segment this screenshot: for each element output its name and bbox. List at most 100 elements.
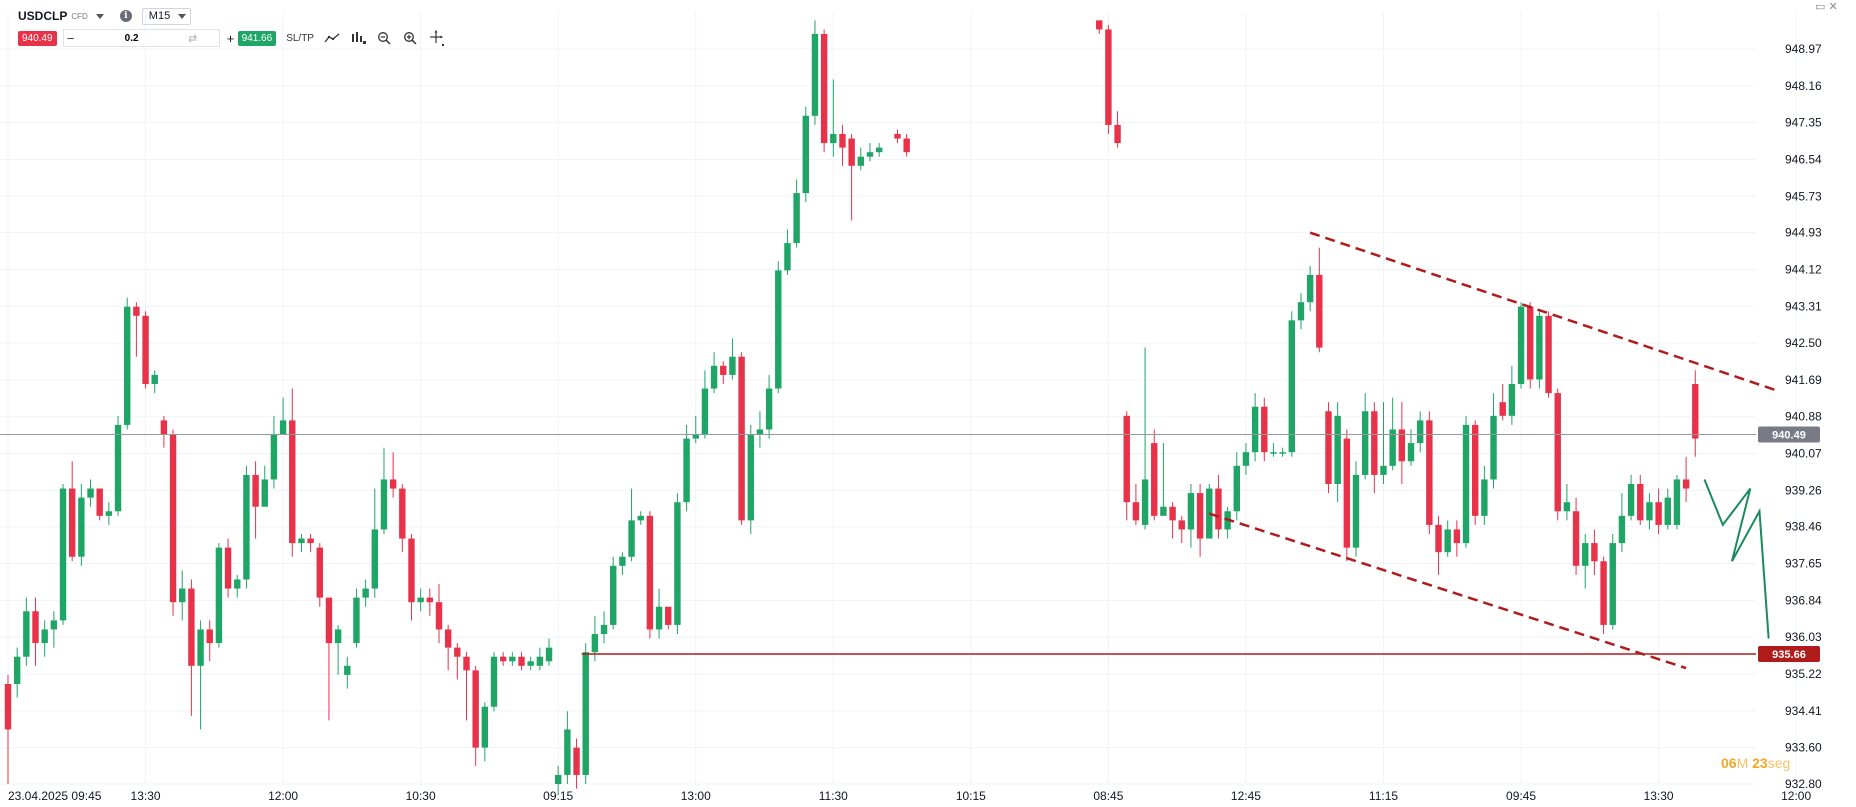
buy-price-button[interactable]: 941.66: [237, 30, 277, 46]
candle-down: [738, 356, 745, 521]
candle-up: [1508, 384, 1516, 416]
candle-down: [454, 647, 461, 657]
quantity-input[interactable]: [77, 32, 186, 44]
symbol-dropdown-icon[interactable]: [95, 13, 104, 19]
candle-up: [591, 634, 599, 653]
candle-down: [472, 670, 479, 748]
minimize-icon[interactable]: ▭: [1815, 1, 1826, 13]
close-icon[interactable]: ✕: [1828, 1, 1838, 13]
sltp-button[interactable]: SL/TP: [286, 32, 314, 44]
candle-down: [426, 597, 434, 603]
candle-down: [1692, 384, 1699, 439]
candle-up: [802, 115, 809, 194]
sell-price-button[interactable]: 940.49: [18, 30, 57, 46]
candle-up: [545, 647, 553, 662]
info-icon[interactable]: i: [119, 10, 132, 22]
candle-up: [610, 565, 617, 625]
support-price-tag-bg: [1758, 646, 1820, 662]
candle-up: [151, 374, 158, 384]
candle-up: [243, 474, 250, 580]
symbol-row: USDCLP CFD i M15: [18, 6, 192, 26]
candle-up: [234, 579, 241, 589]
candle-down: [224, 547, 232, 589]
candle-up: [1380, 465, 1387, 475]
candle-up: [1673, 479, 1681, 525]
candle-down: [133, 306, 140, 316]
zoom-out-icon[interactable]: [376, 30, 392, 46]
candle-up: [765, 388, 773, 430]
candle-up: [41, 629, 48, 644]
candle-up: [261, 479, 268, 507]
candle-down: [839, 134, 846, 148]
line-chart-icon[interactable]: [324, 30, 340, 46]
candle-up: [23, 611, 30, 657]
trend-line: [1208, 512, 1687, 670]
increase-quantity-button[interactable]: +: [226, 30, 235, 46]
y-tick-label: 936.03: [1785, 630, 1822, 644]
candle-down: [1435, 524, 1442, 553]
indicators-icon[interactable]: [350, 30, 366, 46]
candle-up: [1416, 420, 1424, 444]
candle-down: [399, 488, 406, 539]
x-tick-label: 12:00: [268, 789, 298, 803]
candle-down: [160, 420, 168, 434]
candle-down: [316, 547, 323, 598]
decrease-quantity-button[interactable]: −: [66, 30, 75, 46]
y-tick-label: 948.97: [1785, 42, 1822, 56]
candle-up: [1279, 452, 1286, 454]
candle-down: [444, 629, 452, 648]
candle-up: [1627, 484, 1635, 516]
x-tick-label: 12:00: [1781, 789, 1811, 803]
crosshair-icon[interactable]: [428, 30, 444, 46]
candle-down: [1453, 529, 1461, 544]
candle-up: [692, 434, 699, 439]
timer-seconds-unit: seg: [1767, 755, 1791, 771]
y-tick-label: 935.22: [1785, 667, 1822, 681]
candle-up: [298, 538, 305, 544]
candle-down: [1105, 29, 1112, 125]
candle-up: [13, 656, 21, 684]
swap-icon[interactable]: ⇄: [187, 32, 198, 45]
candle-down: [499, 656, 507, 662]
candle-up: [481, 706, 489, 748]
trade-row: 940.49 − ⇄ + 941.66 SL/TP: [18, 29, 444, 47]
candle-up: [344, 665, 351, 675]
candle-down: [573, 747, 580, 775]
y-tick-label: 940.88: [1785, 410, 1822, 424]
candle-down: [1426, 420, 1433, 525]
candle-up: [1618, 515, 1626, 544]
candle-down: [1637, 484, 1644, 521]
candle-up: [1481, 479, 1488, 516]
candle-down: [32, 611, 39, 644]
timer-minutes-unit: M: [1736, 755, 1749, 771]
candle-up: [105, 511, 113, 516]
y-tick-label: 937.65: [1785, 557, 1822, 571]
zoom-in-icon[interactable]: [402, 30, 418, 46]
candle-up: [756, 429, 764, 434]
candle-up: [59, 488, 67, 621]
candle-down: [1132, 502, 1140, 521]
candle-up: [729, 356, 736, 375]
candle-up: [1141, 479, 1149, 525]
candle-down: [1096, 20, 1103, 30]
x-tick-label: 11:15: [1369, 789, 1398, 803]
candle-down: [325, 597, 333, 644]
y-tick-label: 936.84: [1785, 593, 1822, 607]
symbol-name[interactable]: USDCLP: [18, 9, 68, 23]
x-tick-label: 09:15: [543, 789, 573, 803]
y-tick-label: 948.16: [1785, 79, 1822, 93]
candle-up: [50, 620, 58, 630]
chart-toolbar: USDCLP CFD i M15 940.49 − ⇄ + 941.66 SL/…: [0, 0, 700, 52]
candle-up: [555, 774, 562, 784]
candle-up: [784, 243, 791, 271]
x-tick-label: 13:30: [1644, 789, 1674, 803]
candle-down: [665, 606, 672, 625]
window-controls: ▭ ✕: [1815, 0, 1838, 13]
candle-up: [536, 656, 544, 666]
timeframe-select[interactable]: M15: [141, 7, 192, 25]
candle-up: [1361, 411, 1369, 475]
candle-down: [1655, 502, 1662, 525]
candle-up: [1242, 452, 1250, 466]
candle-up: [857, 156, 865, 166]
